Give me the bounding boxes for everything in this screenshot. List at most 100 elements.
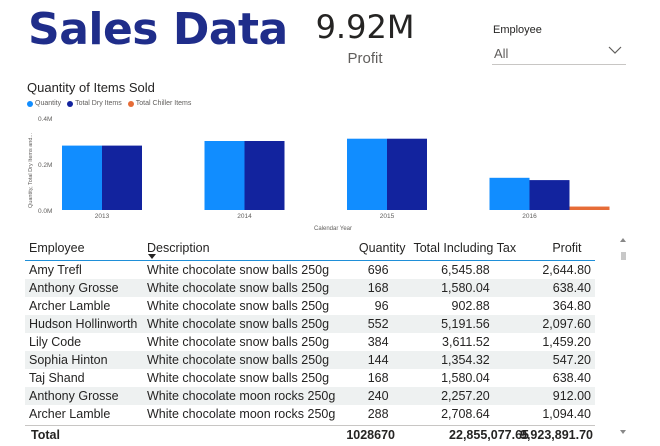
total-label: Total: [31, 428, 60, 442]
cell-total-including-tax: 5,191.56: [441, 317, 490, 331]
scroll-thumb[interactable]: [621, 252, 626, 260]
bar-total-dry-items: [529, 180, 570, 210]
table-row[interactable]: Lily Code White chocolate snow balls 250g…: [25, 333, 595, 351]
chart-legend: Quantity Total Dry Items Total Chiller I…: [27, 100, 191, 107]
cell-employee: Amy Trefl: [29, 263, 82, 277]
table-row[interactable]: Anthony Grosse White chocolate moon rocks…: [25, 387, 595, 405]
cell-employee: Archer Lamble: [29, 407, 111, 421]
cell-employee: Taj Shand: [29, 371, 85, 385]
cell-description: White chocolate snow balls 250g: [147, 263, 330, 277]
column-header-profit[interactable]: Profit: [552, 241, 582, 255]
cell-total-including-tax: 902.88: [451, 299, 490, 313]
cell-description: White chocolate moon rocks 250g: [147, 389, 336, 403]
legend-item-chiller-items[interactable]: Total Chiller Items: [127, 100, 192, 107]
cell-quantity: 168: [367, 281, 389, 295]
cell-total-including-tax: 1,580.04: [441, 281, 490, 295]
table-row[interactable]: Anthony Grosse White chocolate snow balls…: [25, 279, 595, 297]
column-header-description[interactable]: Description: [147, 241, 210, 255]
table-row[interactable]: Sophia Hinton White chocolate snow balls …: [25, 351, 595, 369]
table-body-viewport[interactable]: Amy Trefl White chocolate snow balls 250g…: [25, 261, 625, 421]
cell-description: White chocolate snow balls 250g: [147, 299, 330, 313]
x-tick-label: 2014: [237, 213, 252, 220]
x-tick-label: 2015: [380, 213, 395, 220]
cell-description: White chocolate moon rocks 250g: [147, 407, 336, 421]
table-total-row: Total 1028670 22,855,077.65 9,923,891.70: [25, 425, 595, 442]
cell-description: White chocolate snow balls 250g: [147, 281, 330, 295]
cell-profit: 2,644.80: [542, 263, 591, 277]
table-row[interactable]: Taj Shand White chocolate snow balls 250g…: [25, 369, 595, 387]
cell-quantity: 96: [374, 299, 389, 313]
page-title: Sales Data: [28, 4, 288, 55]
scroll-up-icon[interactable]: [620, 238, 626, 242]
cell-quantity: 696: [367, 263, 389, 277]
legend-label-quantity: Quantity: [35, 100, 62, 107]
x-tick-label: 2013: [95, 213, 110, 220]
cell-quantity: 288: [367, 407, 389, 421]
table-row[interactable]: Hudson Hollinworth White chocolate snow b…: [25, 315, 595, 333]
cell-profit: 1,094.40: [542, 407, 591, 421]
cell-profit: 912.00: [552, 389, 591, 403]
table-scrollbar[interactable]: [620, 238, 628, 434]
cell-quantity: 168: [367, 371, 389, 385]
cell-description: White chocolate snow balls 250g: [147, 317, 330, 331]
cell-employee: Archer Lamble: [29, 299, 111, 313]
bar-quantity: [62, 145, 102, 210]
y-tick-label: 0.4M: [38, 116, 52, 123]
cell-profit: 364.80: [552, 299, 591, 313]
sort-descending-icon[interactable]: [148, 254, 156, 259]
bar-total-chiller-items: [569, 206, 610, 210]
total-including-tax: 22,855,077.65: [449, 428, 529, 442]
cell-quantity: 384: [367, 335, 389, 349]
cell-profit: 547.20: [552, 353, 591, 367]
bar-quantity: [347, 138, 387, 210]
total-quantity: 1028670: [346, 428, 395, 442]
cell-profit: 638.40: [552, 281, 591, 295]
table-row[interactable]: Archer Lamble White chocolate moon rocks …: [25, 405, 595, 421]
legend-dot-quantity: [27, 100, 33, 107]
cell-employee: Sophia Hinton: [29, 353, 108, 367]
table-header-row: Employee Description Quantity Total Incl…: [25, 236, 595, 261]
cell-total-including-tax: 1,580.04: [441, 371, 490, 385]
x-tick-label: 2016: [522, 213, 537, 220]
legend-item-dry-items[interactable]: Total Dry Items: [67, 100, 122, 107]
table-body: Amy Trefl White chocolate snow balls 250g…: [25, 261, 595, 421]
cell-total-including-tax: 6,545.88: [441, 263, 490, 277]
legend-label-chiller-items: Total Chiller Items: [135, 100, 192, 107]
cell-total-including-tax: 2,708.64: [441, 407, 490, 421]
table-row[interactable]: Archer Lamble White chocolate snow balls …: [25, 297, 595, 315]
column-header-employee[interactable]: Employee: [29, 241, 85, 255]
y-tick-label: 0.0M: [38, 208, 52, 215]
cell-quantity: 552: [367, 317, 389, 331]
cell-quantity: 144: [367, 353, 389, 367]
cell-profit: 2,097.60: [542, 317, 591, 331]
employee-slicer-dropdown[interactable]: All: [492, 42, 626, 65]
cell-employee: Anthony Grosse: [29, 389, 119, 403]
employee-slicer-title: Employee: [493, 24, 542, 36]
employee-slicer-value: All: [494, 46, 509, 61]
cell-profit: 638.40: [552, 371, 591, 385]
cell-employee: Anthony Grosse: [29, 281, 119, 295]
cell-profit: 1,459.20: [542, 335, 591, 349]
chevron-down-icon: [608, 46, 622, 54]
cell-total-including-tax: 1,354.32: [441, 353, 490, 367]
cell-total-including-tax: 3,611.52: [442, 335, 490, 349]
legend-item-quantity[interactable]: Quantity: [27, 100, 61, 107]
cell-quantity: 240: [367, 389, 389, 403]
bar-total-dry-items: [244, 141, 285, 210]
scroll-down-icon[interactable]: [620, 430, 626, 434]
total-profit: 9,923,891.70: [520, 428, 593, 442]
y-axis-label: Quantity, Total Dry Items and...: [28, 133, 34, 208]
quantity-bar-chart: 0.0M 0.2M 0.4M Quantity, Total Dry Items an…: [28, 116, 610, 232]
table-row[interactable]: Amy Trefl White chocolate snow balls 250g…: [25, 261, 595, 279]
column-header-total-including-tax[interactable]: Total Including Tax: [413, 241, 517, 255]
column-header-quantity[interactable]: Quantity: [358, 241, 406, 255]
cell-description: White chocolate snow balls 250g: [147, 353, 330, 367]
legend-dot-dry-items: [67, 100, 74, 107]
profit-kpi-label: Profit: [347, 50, 383, 67]
chart-title: Quantity of Items Sold: [27, 80, 155, 95]
x-axis-label: Calendar Year: [314, 226, 352, 232]
cell-employee: Hudson Hollinworth: [29, 317, 138, 331]
profit-kpi-value: 9.92M: [315, 8, 415, 46]
bar-quantity: [489, 177, 530, 210]
bar-total-dry-items: [102, 145, 142, 210]
